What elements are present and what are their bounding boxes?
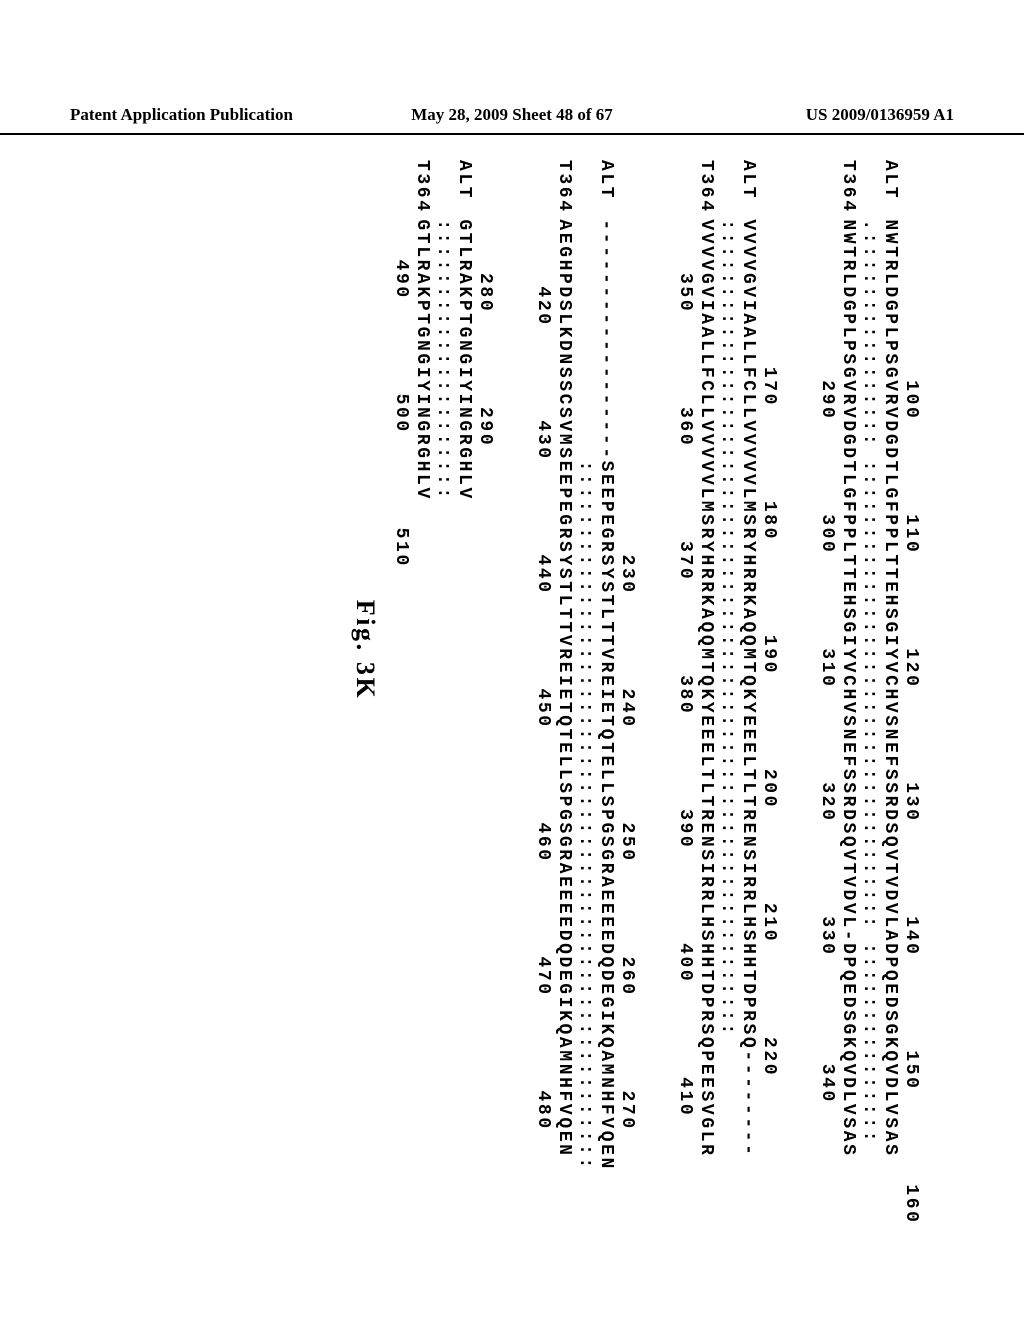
seq2-label: T364: [555, 160, 573, 219]
match-line: ::::::::::::::::::::::::::::::::::::::::…: [575, 219, 595, 1171]
sequence-alignment: 100 110 120 130 140 150 160 ALTNWTRLDGPL…: [352, 160, 920, 1140]
seq1-label: ALT: [739, 160, 757, 219]
page-header: Patent Application Publication May 28, 2…: [0, 105, 1024, 135]
match-line: .:::::::::::::::: ::::::::::::::::::::::…: [859, 219, 879, 1144]
seq2-sequence: VVVVGVIAALLFCLLVVVVVLMSRYHRRKAQQMTQKYEEE…: [696, 219, 716, 1157]
match-row: ::::::::::::::::::::::::::::::::::::::::…: [718, 160, 736, 1140]
seq2-sequence: GTLRAKPTGNGIYINGRGHLV: [412, 219, 432, 500]
seq2-row: T364VVVVGVIAALLFCLLVVVVVLMSRYHRRKAQQMTQK…: [697, 160, 715, 1140]
seq2-row: T364AEGHPDSLKDNSSCSVMSEEPEGRSYSTLTTVREIE…: [555, 160, 573, 1140]
seq1-row: ALTGTLRAKPTGNGIYINGRGHLV: [455, 160, 473, 1140]
page-body: 100 110 120 130 140 150 160 ALTNWTRLDGPL…: [60, 160, 960, 1180]
figure-label: Fig. 3K: [352, 160, 378, 1140]
header-right: US 2009/0136959 A1: [659, 105, 954, 125]
seq1-label: ALT: [597, 160, 615, 219]
alignment-block: 230 240 250 260 270 ALT-----------------…: [534, 160, 636, 1140]
ruler-top: 100 110 120 130 140 150 160: [902, 160, 920, 1140]
seq2-sequence: AEGHPDSLKDNSSCSVMSEEPEGRSYSTLTTVREIETQTE…: [554, 219, 574, 1157]
ruler-top: 280 290: [476, 160, 494, 1140]
alignment-block: 170 180 190 200 210 220 ALTVVVVGVIAALLFC…: [676, 160, 778, 1140]
seq1-row: ALT------------------SEEPEGRSYSTLTTVREIE…: [597, 160, 615, 1140]
seq1-sequence: VVVVGVIAALLFCLLVVVVVLMSRYHRRKAQQMTQKYEEE…: [738, 219, 758, 1157]
match-row: :::::::::::::::::::::: [434, 160, 452, 1140]
match-row: ::::::::::::::::::::::::::::::::::::::::…: [576, 160, 594, 1140]
seq2-sequence: NWTRLDGPLPSGVRVDGDTLGFPPLTTEHSGIYVCHVSNE…: [838, 219, 858, 1157]
seq1-label: ALT: [881, 160, 899, 219]
seq2-label: T364: [697, 160, 715, 219]
seq2-row: T364NWTRLDGPLPSGVRVDGDTLGFPPLTTEHSGIYVCH…: [839, 160, 857, 1140]
ruler-bottom: 420 430 440 450 460 470 480: [534, 160, 552, 1140]
match-line: :::::::::::::::::::::: [433, 219, 453, 500]
seq2-label: T364: [839, 160, 857, 219]
alignment-block: 100 110 120 130 140 150 160 ALTNWTRLDGPL…: [818, 160, 920, 1140]
seq1-row: ALTVVVVGVIAALLFCLLVVVVVLMSRYHRRKAQQMTQKY…: [739, 160, 757, 1140]
seq1-sequence: GTLRAKPTGNGIYINGRGHLV: [454, 219, 474, 500]
seq1-sequence: ------------------SEEPEGRSYSTLTTVREIETQT…: [596, 219, 616, 1171]
seq1-label: ALT: [455, 160, 473, 219]
header-center: May 28, 2009 Sheet 48 of 67: [365, 105, 660, 125]
ruler-bottom: 490 500 510: [392, 160, 410, 1140]
seq1-sequence: NWTRLDGPLPSGVRVDGDTLGFPPLTTEHSGIYVCHVSNE…: [880, 219, 900, 1157]
header-left: Patent Application Publication: [70, 105, 365, 125]
seq2-label: T364: [413, 160, 431, 219]
match-row: .:::::::::::::::: ::::::::::::::::::::::…: [860, 160, 878, 1140]
alignment-block: 280 290 ALTGTLRAKPTGNGIYINGRGHLV :::::::…: [392, 160, 494, 1140]
ruler-top: 230 240 250 260 270: [618, 160, 636, 1140]
seq1-row: ALTNWTRLDGPLPSGVRVDGDTLGFPPLTTEHSGIYVCHV…: [881, 160, 899, 1140]
ruler-top: 170 180 190 200 210 220: [760, 160, 778, 1140]
ruler-bottom: 290 300 310 320 330 340: [818, 160, 836, 1140]
seq2-row: T364GTLRAKPTGNGIYINGRGHLV: [413, 160, 431, 1140]
match-line: ::::::::::::::::::::::::::::::::::::::::…: [717, 219, 737, 1037]
ruler-bottom: 350 360 370 380 390 400 410: [676, 160, 694, 1140]
